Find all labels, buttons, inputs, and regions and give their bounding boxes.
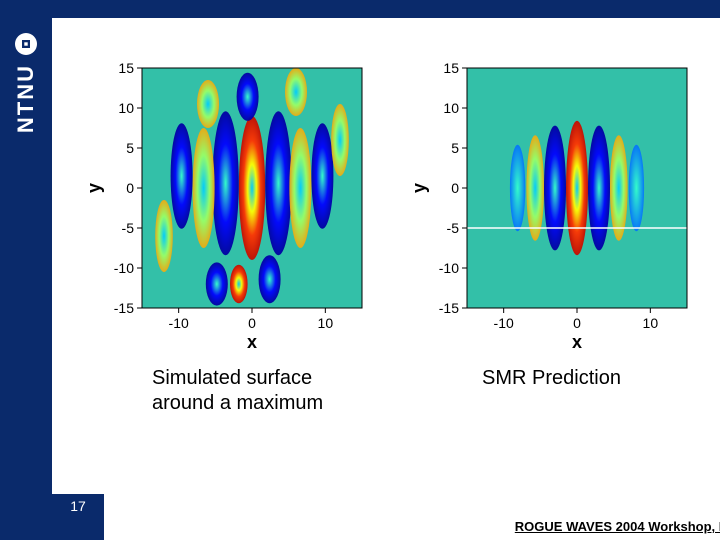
- captions: Simulated surface around a maximum SMR P…: [82, 366, 702, 416]
- caption-left-line2: around a maximum: [152, 392, 323, 414]
- svg-text:-10: -10: [169, 315, 189, 331]
- svg-text:0: 0: [451, 180, 459, 196]
- svg-text:-15: -15: [114, 300, 134, 316]
- heatmap-left: -15 -10 -5 0 5 10 15 -10 0 10 y x: [82, 58, 377, 358]
- svg-text:5: 5: [451, 140, 459, 156]
- svg-text:15: 15: [118, 60, 134, 76]
- svg-text:10: 10: [318, 315, 334, 331]
- svg-text:0: 0: [126, 180, 134, 196]
- caption-right-text: SMR Prediction: [482, 367, 621, 389]
- slide: NTNU -15 -10 -5 0 5 10 15 -10 0 10 y x -15 -10 -5 0 5 10…: [0, 0, 720, 540]
- svg-text:10: 10: [118, 100, 134, 116]
- caption-left: Simulated surface around a maximum: [82, 366, 377, 416]
- svg-text:15: 15: [443, 60, 459, 76]
- brand-sidebar: NTNU: [0, 18, 52, 540]
- plots-row: -15 -10 -5 0 5 10 15 -10 0 10 y x -15 -10 -5 0 5 10 15 -10…: [82, 58, 702, 358]
- heatmap-right: -15 -10 -5 0 5 10 15 -10 0 10 y x: [407, 58, 702, 358]
- svg-text:0: 0: [573, 315, 581, 331]
- svg-text:y: y: [84, 183, 104, 193]
- top-bar: [0, 0, 720, 18]
- svg-text:0: 0: [248, 315, 256, 331]
- plot-right: -15 -10 -5 0 5 10 15 -10 0 10 y x: [407, 58, 702, 358]
- svg-text:5: 5: [126, 140, 134, 156]
- svg-text:-5: -5: [122, 220, 135, 236]
- ntnu-mark-icon: [14, 32, 38, 56]
- svg-text:-5: -5: [447, 220, 460, 236]
- svg-text:y: y: [409, 183, 429, 193]
- ntnu-text: NTNU: [13, 64, 39, 133]
- plot-left: -15 -10 -5 0 5 10 15 -10 0 10 y x: [82, 58, 377, 358]
- footer: 17 ROGUE WAVES 2004 Workshop, Brest: [104, 494, 720, 540]
- svg-text:10: 10: [643, 315, 659, 331]
- svg-text:x: x: [247, 332, 257, 352]
- content-area: -15 -10 -5 0 5 10 15 -10 0 10 y x -15 -10 -5 0 5 10 15 -10…: [52, 18, 720, 540]
- caption-left-line1: Simulated surface: [152, 367, 312, 389]
- svg-text:-10: -10: [494, 315, 514, 331]
- svg-text:-15: -15: [439, 300, 459, 316]
- slide-number-host: 17: [52, 494, 104, 540]
- svg-text:10: 10: [443, 100, 459, 116]
- svg-text:-10: -10: [439, 260, 459, 276]
- svg-text:-10: -10: [114, 260, 134, 276]
- caption-right: SMR Prediction: [377, 366, 702, 416]
- workshop-label: ROGUE WAVES 2004 Workshop, Brest: [515, 519, 720, 534]
- svg-text:x: x: [572, 332, 582, 352]
- slide-number: 17: [70, 494, 86, 514]
